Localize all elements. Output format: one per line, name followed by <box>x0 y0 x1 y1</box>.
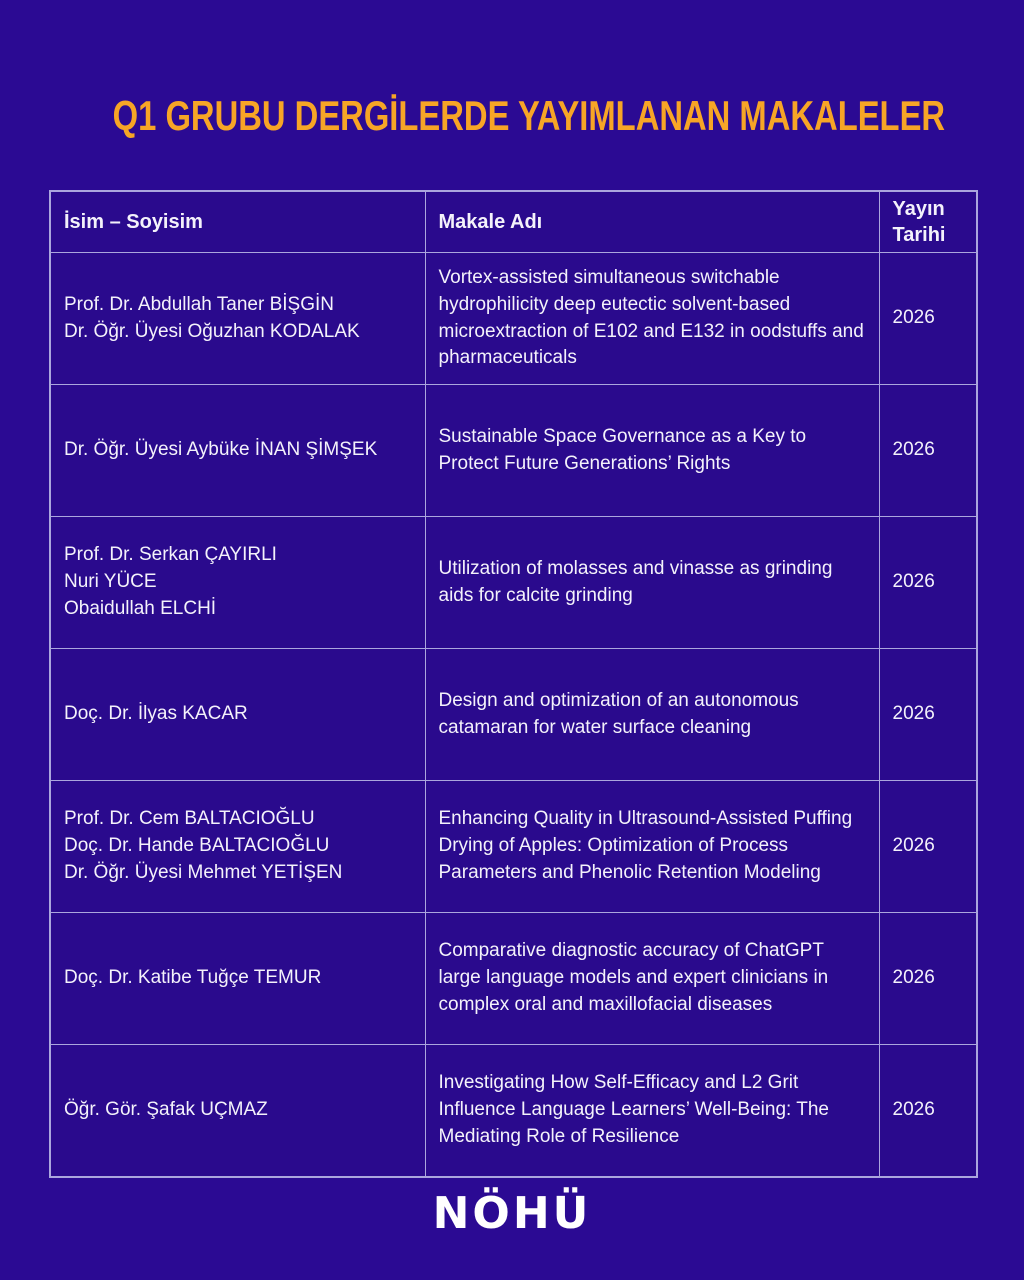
author-name: Prof. Dr. Cem BALTACIOĞLU <box>64 808 315 830</box>
article-title-cell: Vortex-assisted simultaneous switchable … <box>424 252 880 385</box>
author-names-cell: Doç. Dr. İlyas KACAR <box>49 648 426 781</box>
page-title: Q1 GRUBU DERGİLERDE YAYIMLANAN MAKALELER <box>112 92 946 139</box>
author-name: Dr. Öğr. Üyesi Oğuzhan KODALAK <box>64 320 360 342</box>
header-publication-date: Yayın Tarihi <box>878 190 978 253</box>
table-row: Prof. Dr. Serkan ÇAYIRLI Nuri YÜCE Obaidul… <box>49 516 978 649</box>
header-row: İsim – Soyisim Makale Adı Yayın Tarihi <box>49 190 978 253</box>
author-name: Doç. Dr. İlyas KACAR <box>64 703 248 725</box>
publication-year-cell: 2026 <box>878 516 978 649</box>
table-row: Prof. Dr. Cem BALTACIOĞLU Doç. Dr. Hande … <box>49 780 978 913</box>
author-name: Nuri YÜCE <box>64 571 157 593</box>
table-body: Prof. Dr. Abdullah Taner BİŞGİN Dr. Öğr. … <box>49 252 978 1177</box>
author-names-cell: Doç. Dr. Katibe Tuğçe TEMUR <box>49 912 426 1045</box>
article-title-cell: Utilization of molasses and vinasse as g… <box>424 516 880 649</box>
article-title-cell: Design and optimization of an autonomous… <box>424 648 880 781</box>
table-row: Doç. Dr. İlyas KACAR Design and optimizat… <box>49 648 978 781</box>
author-name: Obaidullah ELCHİ <box>64 597 217 619</box>
author-names-cell: Prof. Dr. Abdullah Taner BİŞGİN Dr. Öğr. … <box>49 252 426 385</box>
table-header: İsim – Soyisim Makale Adı Yayın Tarihi <box>49 190 978 253</box>
article-title-cell: Enhancing Quality in Ultrasound-Assisted… <box>424 780 880 913</box>
author-name: Prof. Dr. Serkan ÇAYIRLI <box>64 544 277 566</box>
author-name: Öğr. Gör. Şafak UÇMAZ <box>64 1098 268 1120</box>
author-names-cell: Prof. Dr. Cem BALTACIOĞLU Doç. Dr. Hande … <box>49 780 426 913</box>
author-name: Dr. Öğr. Üyesi Aybüke İNAN ŞİMŞEK <box>64 439 378 461</box>
publication-year-cell: 2026 <box>878 384 978 517</box>
publication-year-cell: 2026 <box>878 648 978 781</box>
publication-year-cell: 2026 <box>878 1044 978 1177</box>
publication-year-cell: 2026 <box>878 252 978 385</box>
author-name: Dr. Öğr. Üyesi Mehmet YETİŞEN <box>64 861 343 883</box>
article-title-cell: Comparative diagnostic accuracy of ChatG… <box>424 912 880 1045</box>
publication-year-cell: 2026 <box>878 780 978 913</box>
author-name: Doç. Dr. Hande BALTACIOĞLU <box>64 835 330 857</box>
header-name-surname: İsim – Soyisim <box>49 190 426 253</box>
author-names-cell: Dr. Öğr. Üyesi Aybüke İNAN ŞİMŞEK <box>49 384 426 517</box>
table-row: Öğr. Gör. Şafak UÇMAZ Investigating How S… <box>49 1044 978 1177</box>
table-row: Doç. Dr. Katibe Tuğçe TEMUR Comparative d… <box>49 912 978 1045</box>
author-names-cell: Prof. Dr. Serkan ÇAYIRLI Nuri YÜCE Obaidul… <box>49 516 426 649</box>
author-names-cell: Öğr. Gör. Şafak UÇMAZ <box>49 1044 426 1177</box>
author-name: Prof. Dr. Abdullah Taner BİŞGİN <box>64 293 335 315</box>
article-title-cell: Sustainable Space Governance as a Key to… <box>424 384 880 517</box>
publication-year-cell: 2026 <box>878 912 978 1045</box>
header-article-title: Makale Adı <box>424 190 880 253</box>
nohu-logo: NÖHÜ <box>432 1188 592 1239</box>
article-title-cell: Investigating How Self-Efficacy and L2 G… <box>424 1044 880 1177</box>
author-name: Doç. Dr. Katibe Tuğçe TEMUR <box>64 967 322 989</box>
table-row: Dr. Öğr. Üyesi Aybüke İNAN ŞİMŞEK Sustain… <box>49 384 978 517</box>
table-row: Prof. Dr. Abdullah Taner BİŞGİN Dr. Öğr. … <box>49 252 978 385</box>
articles-table: İsim – Soyisim Makale Adı Yayın Tarihi P… <box>49 190 978 1178</box>
